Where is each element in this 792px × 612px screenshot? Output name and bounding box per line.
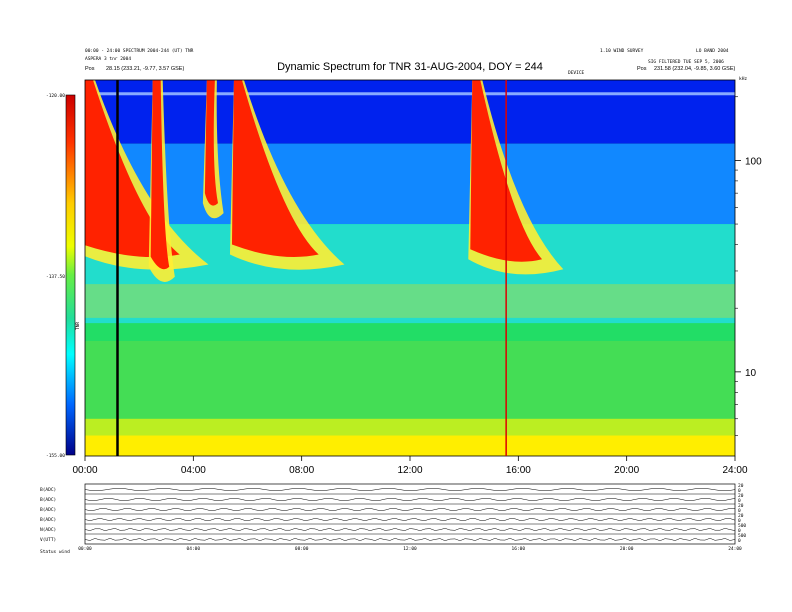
panel-right-tick: 20 xyxy=(738,503,744,509)
colorbar-label: TNR xyxy=(75,322,81,330)
burst-core xyxy=(231,80,319,258)
x-tick-label: 08:00 xyxy=(289,465,314,476)
band-upper-blue xyxy=(85,143,735,225)
info-right-pos-label: Pos xyxy=(637,66,647,72)
info-left-pos-label: Pos xyxy=(85,66,95,72)
panel-trace xyxy=(84,508,736,511)
panel-right-tick: 0 xyxy=(738,518,741,524)
burst-core xyxy=(85,80,180,258)
info-right-top-b: LO BAND 2004 xyxy=(696,48,729,54)
panel-right-tick: 0 xyxy=(738,488,741,494)
info-center-device: DEVICE xyxy=(568,70,585,76)
colorbar xyxy=(65,94,76,456)
panel-trace xyxy=(84,538,736,541)
info-left-line2: ASPERA 3 tnr 2004 xyxy=(85,56,131,62)
panel-right-tick: 20 xyxy=(738,513,744,519)
panel-right-tick: 500 xyxy=(738,523,746,529)
band-mid-green xyxy=(85,284,735,318)
x-tick-label: 16:00 xyxy=(506,465,531,476)
band-lower-yellow xyxy=(85,418,735,436)
panel-x-tick-label: 24:00 xyxy=(728,546,742,552)
burst-core xyxy=(150,80,170,270)
panel-right-tick: 0 xyxy=(738,528,741,534)
spectrogram xyxy=(85,80,735,456)
panel-right-tick: 0 xyxy=(738,538,741,544)
x-tick-label: 20:00 xyxy=(614,465,639,476)
band-top-blue xyxy=(85,80,735,144)
panel-trace xyxy=(84,518,736,521)
footer-status: Status wind xyxy=(40,549,70,555)
panel-x-tick-label: 08:00 xyxy=(295,546,309,552)
chart-title: Dynamic Spectrum for TNR 31-AUG-2004, DO… xyxy=(277,61,543,73)
panel-right-tick: 0 xyxy=(738,508,741,514)
burst-core xyxy=(204,80,218,206)
colorbar-tick-max: -120.00 xyxy=(46,93,65,99)
info-right-pos-value: 231.58 (232.04, -9.85, 3.60 GSE) xyxy=(654,66,736,72)
panel-x-tick-label: 16:00 xyxy=(512,546,526,552)
burst-core xyxy=(470,80,543,262)
y-unit-label: kHz xyxy=(739,76,747,82)
panel-x-tick-label: 20:00 xyxy=(620,546,634,552)
x-tick-label: 12:00 xyxy=(397,465,422,476)
panel-label: V(UTT) xyxy=(40,537,56,543)
info-right-top-a: 1.10 WIND SURVEY xyxy=(600,48,644,54)
colorbar-tick-min: -155.00 xyxy=(46,453,65,459)
panel-x-tick-label: 04:00 xyxy=(187,546,201,552)
panel-right-tick: 20 xyxy=(738,483,744,489)
info-right-line2: SIG FILTERED TUE SEP 5, 2006 xyxy=(648,59,724,65)
x-tick-label: 04:00 xyxy=(181,465,206,476)
info-left-line1: 00:00 - 24:00 SPECTRUM 2004-244 (UT) TNR xyxy=(85,48,194,54)
panel-label: B(ADC) xyxy=(40,497,56,503)
y-tick-label: 10 xyxy=(745,368,757,379)
panel-label: B(ADC) xyxy=(40,517,56,523)
panel-label: B(ADC) xyxy=(40,507,56,513)
panel-trace xyxy=(84,498,736,501)
panel-label: B(ADC) xyxy=(40,487,56,493)
panel-x-tick-label: 00:00 xyxy=(78,546,92,552)
band-lowest xyxy=(85,435,735,456)
band-top-stripe xyxy=(85,92,735,96)
panel-x-tick-label: 12:00 xyxy=(403,546,417,552)
panel-right-tick: 20 xyxy=(738,493,744,499)
panel-trace xyxy=(84,488,736,491)
panel-right-tick: 500 xyxy=(738,533,746,539)
x-tick-label: 00:00 xyxy=(72,465,97,476)
colorbar-tick-mid: -137.50 xyxy=(46,274,65,280)
panel-trace xyxy=(84,528,736,531)
panel-right-tick: 0 xyxy=(738,498,741,504)
panel-label: N(ADC) xyxy=(40,527,56,533)
band-lower-green xyxy=(85,340,735,419)
info-left-pos-value: 28.15 (233.21, -9.77, 3.57 GSE) xyxy=(106,66,184,72)
y-tick-label: 100 xyxy=(745,156,762,167)
x-tick-label: 24:00 xyxy=(722,465,747,476)
